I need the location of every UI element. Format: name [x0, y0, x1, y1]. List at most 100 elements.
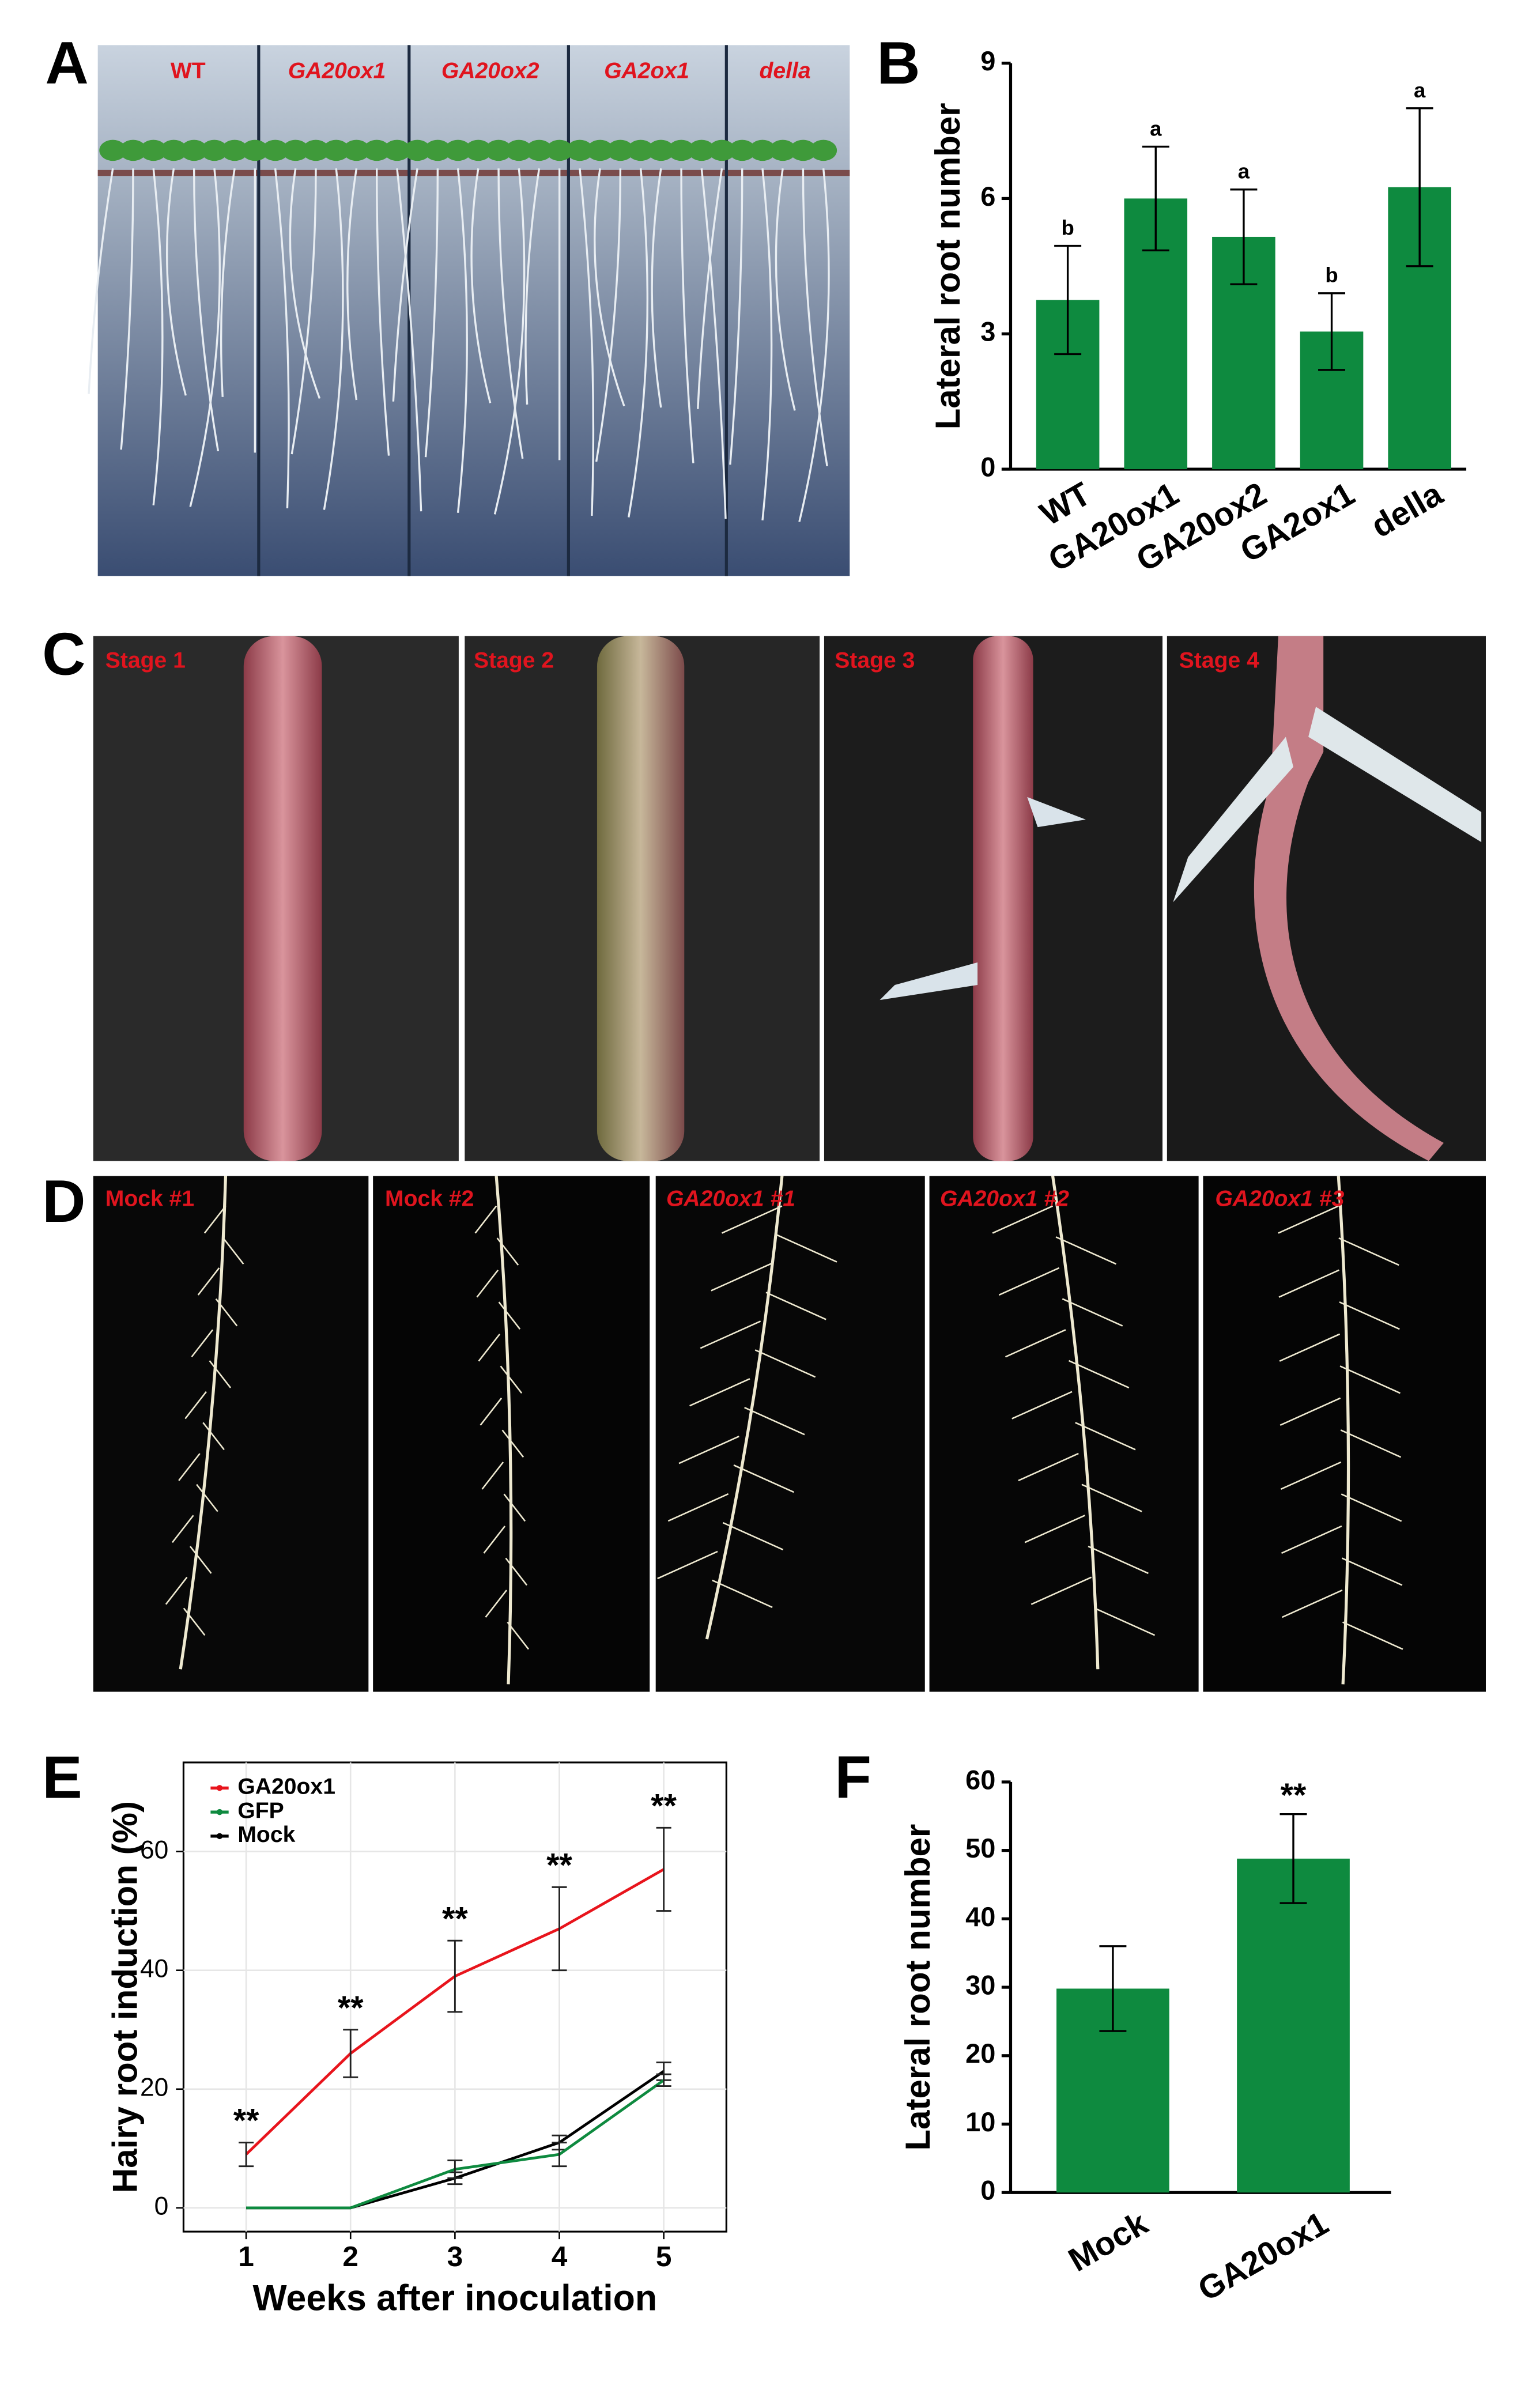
- lateral-root: [998, 1267, 1060, 1296]
- leaf: [810, 139, 837, 161]
- lateral-root: [483, 1526, 506, 1554]
- lateral-root: [1278, 1269, 1339, 1298]
- y-tick-label: 0: [980, 451, 995, 482]
- x-tick-label: 3: [447, 2240, 463, 2272]
- photo-label: Stage 2: [474, 648, 554, 673]
- x-tick-label: 2: [342, 2240, 358, 2272]
- lateral-root: [1068, 1360, 1130, 1389]
- annotation: **: [651, 1788, 677, 1825]
- leaf: [526, 139, 553, 161]
- lateral-root: [480, 1398, 503, 1426]
- leaf: [708, 139, 735, 161]
- lateral-root: [485, 1590, 508, 1618]
- annotation: **: [233, 2102, 259, 2139]
- lateral-root: [1081, 1483, 1142, 1512]
- panel-label: D: [42, 1168, 85, 1235]
- lateral-root: [1075, 1422, 1136, 1451]
- y-tick-label: 20: [140, 2073, 168, 2101]
- y-tick-label: 0: [980, 2175, 995, 2206]
- photo-label: della: [760, 59, 811, 84]
- lateral-root: [478, 1333, 501, 1362]
- lateral-root: [678, 1435, 739, 1464]
- root: [392, 168, 418, 402]
- lateral-root: [184, 1391, 207, 1420]
- x-tick-label: GA20ox1: [1192, 2204, 1334, 2308]
- leaf: [180, 139, 208, 161]
- lateral-root: [1341, 1557, 1403, 1586]
- leaf: [363, 139, 391, 161]
- root: [493, 168, 526, 515]
- leaf: [586, 139, 614, 161]
- main-root: [705, 1176, 784, 1640]
- legend-label: Mock: [237, 1822, 295, 1847]
- root: [470, 168, 492, 403]
- bar: [1237, 1858, 1350, 2193]
- leaf: [262, 139, 289, 161]
- root: [651, 168, 662, 408]
- y-tick-label: 10: [965, 2107, 995, 2137]
- leaf: [789, 139, 817, 161]
- root: [346, 168, 358, 401]
- y-tick-label: 60: [140, 1836, 168, 1864]
- root: [189, 168, 221, 507]
- y-tick-label: 6: [980, 181, 995, 212]
- annotation: b: [1061, 216, 1074, 240]
- leaf: [546, 139, 573, 161]
- x-tick-label: 4: [552, 2240, 568, 2272]
- lateral-root: [733, 1464, 794, 1493]
- annotation: **: [338, 1990, 364, 2026]
- leaf: [444, 139, 472, 161]
- x-tick-label: 1: [238, 2240, 254, 2272]
- y-axis-label: Lateral root number: [899, 1824, 937, 2151]
- root: [775, 168, 796, 411]
- lateral-root: [722, 1522, 784, 1551]
- lateral-root: [689, 1378, 750, 1407]
- stem: [597, 636, 685, 1161]
- labels: A B C D E F WT GA20ox1 GA20ox2 GA2ox1 de…: [42, 30, 1344, 1811]
- leaf: [160, 139, 187, 161]
- leaf: [647, 139, 675, 161]
- lateral-root: [721, 1205, 783, 1234]
- annotation: **: [442, 1900, 468, 1937]
- seedlings: [88, 45, 837, 576]
- lateral-root: [1055, 1236, 1117, 1265]
- lateral-root: [1088, 1545, 1149, 1575]
- photo-c: [93, 636, 1486, 1161]
- lateral-root: [505, 1557, 528, 1586]
- panel-label: B: [877, 30, 920, 97]
- root: [595, 168, 622, 462]
- annotation: **: [1281, 1777, 1307, 1814]
- lateral-root: [165, 1576, 188, 1605]
- legend-label: GFP: [237, 1798, 284, 1823]
- lateral-root: [202, 1422, 225, 1451]
- lateral-root: [476, 1269, 499, 1298]
- lateral-root: [503, 1493, 526, 1522]
- lateral-root: [197, 1267, 220, 1296]
- lateral-root: [507, 1621, 530, 1650]
- annotation: **: [546, 1847, 572, 1884]
- leaf: [729, 139, 756, 161]
- y-tick-label: 0: [154, 2192, 169, 2221]
- root: [192, 168, 220, 452]
- root: [424, 168, 439, 458]
- leaf: [139, 139, 167, 161]
- lateral-root: [178, 1453, 201, 1481]
- lateral-root: [203, 1205, 227, 1234]
- leaf: [606, 139, 634, 161]
- panel-label: E: [42, 1744, 82, 1811]
- photo-label: GA20ox2: [441, 59, 539, 84]
- leaf: [566, 139, 594, 161]
- main-root: [1051, 1176, 1100, 1670]
- leaf: [769, 139, 797, 161]
- root: [166, 168, 187, 396]
- lateral-root: [1338, 1237, 1399, 1266]
- leaf: [99, 139, 127, 161]
- root: [274, 168, 290, 508]
- stem: [243, 636, 322, 1161]
- root: [579, 168, 595, 516]
- lateral-root: [712, 1579, 773, 1609]
- leaf: [322, 139, 350, 161]
- y-tick-label: 3: [980, 316, 995, 347]
